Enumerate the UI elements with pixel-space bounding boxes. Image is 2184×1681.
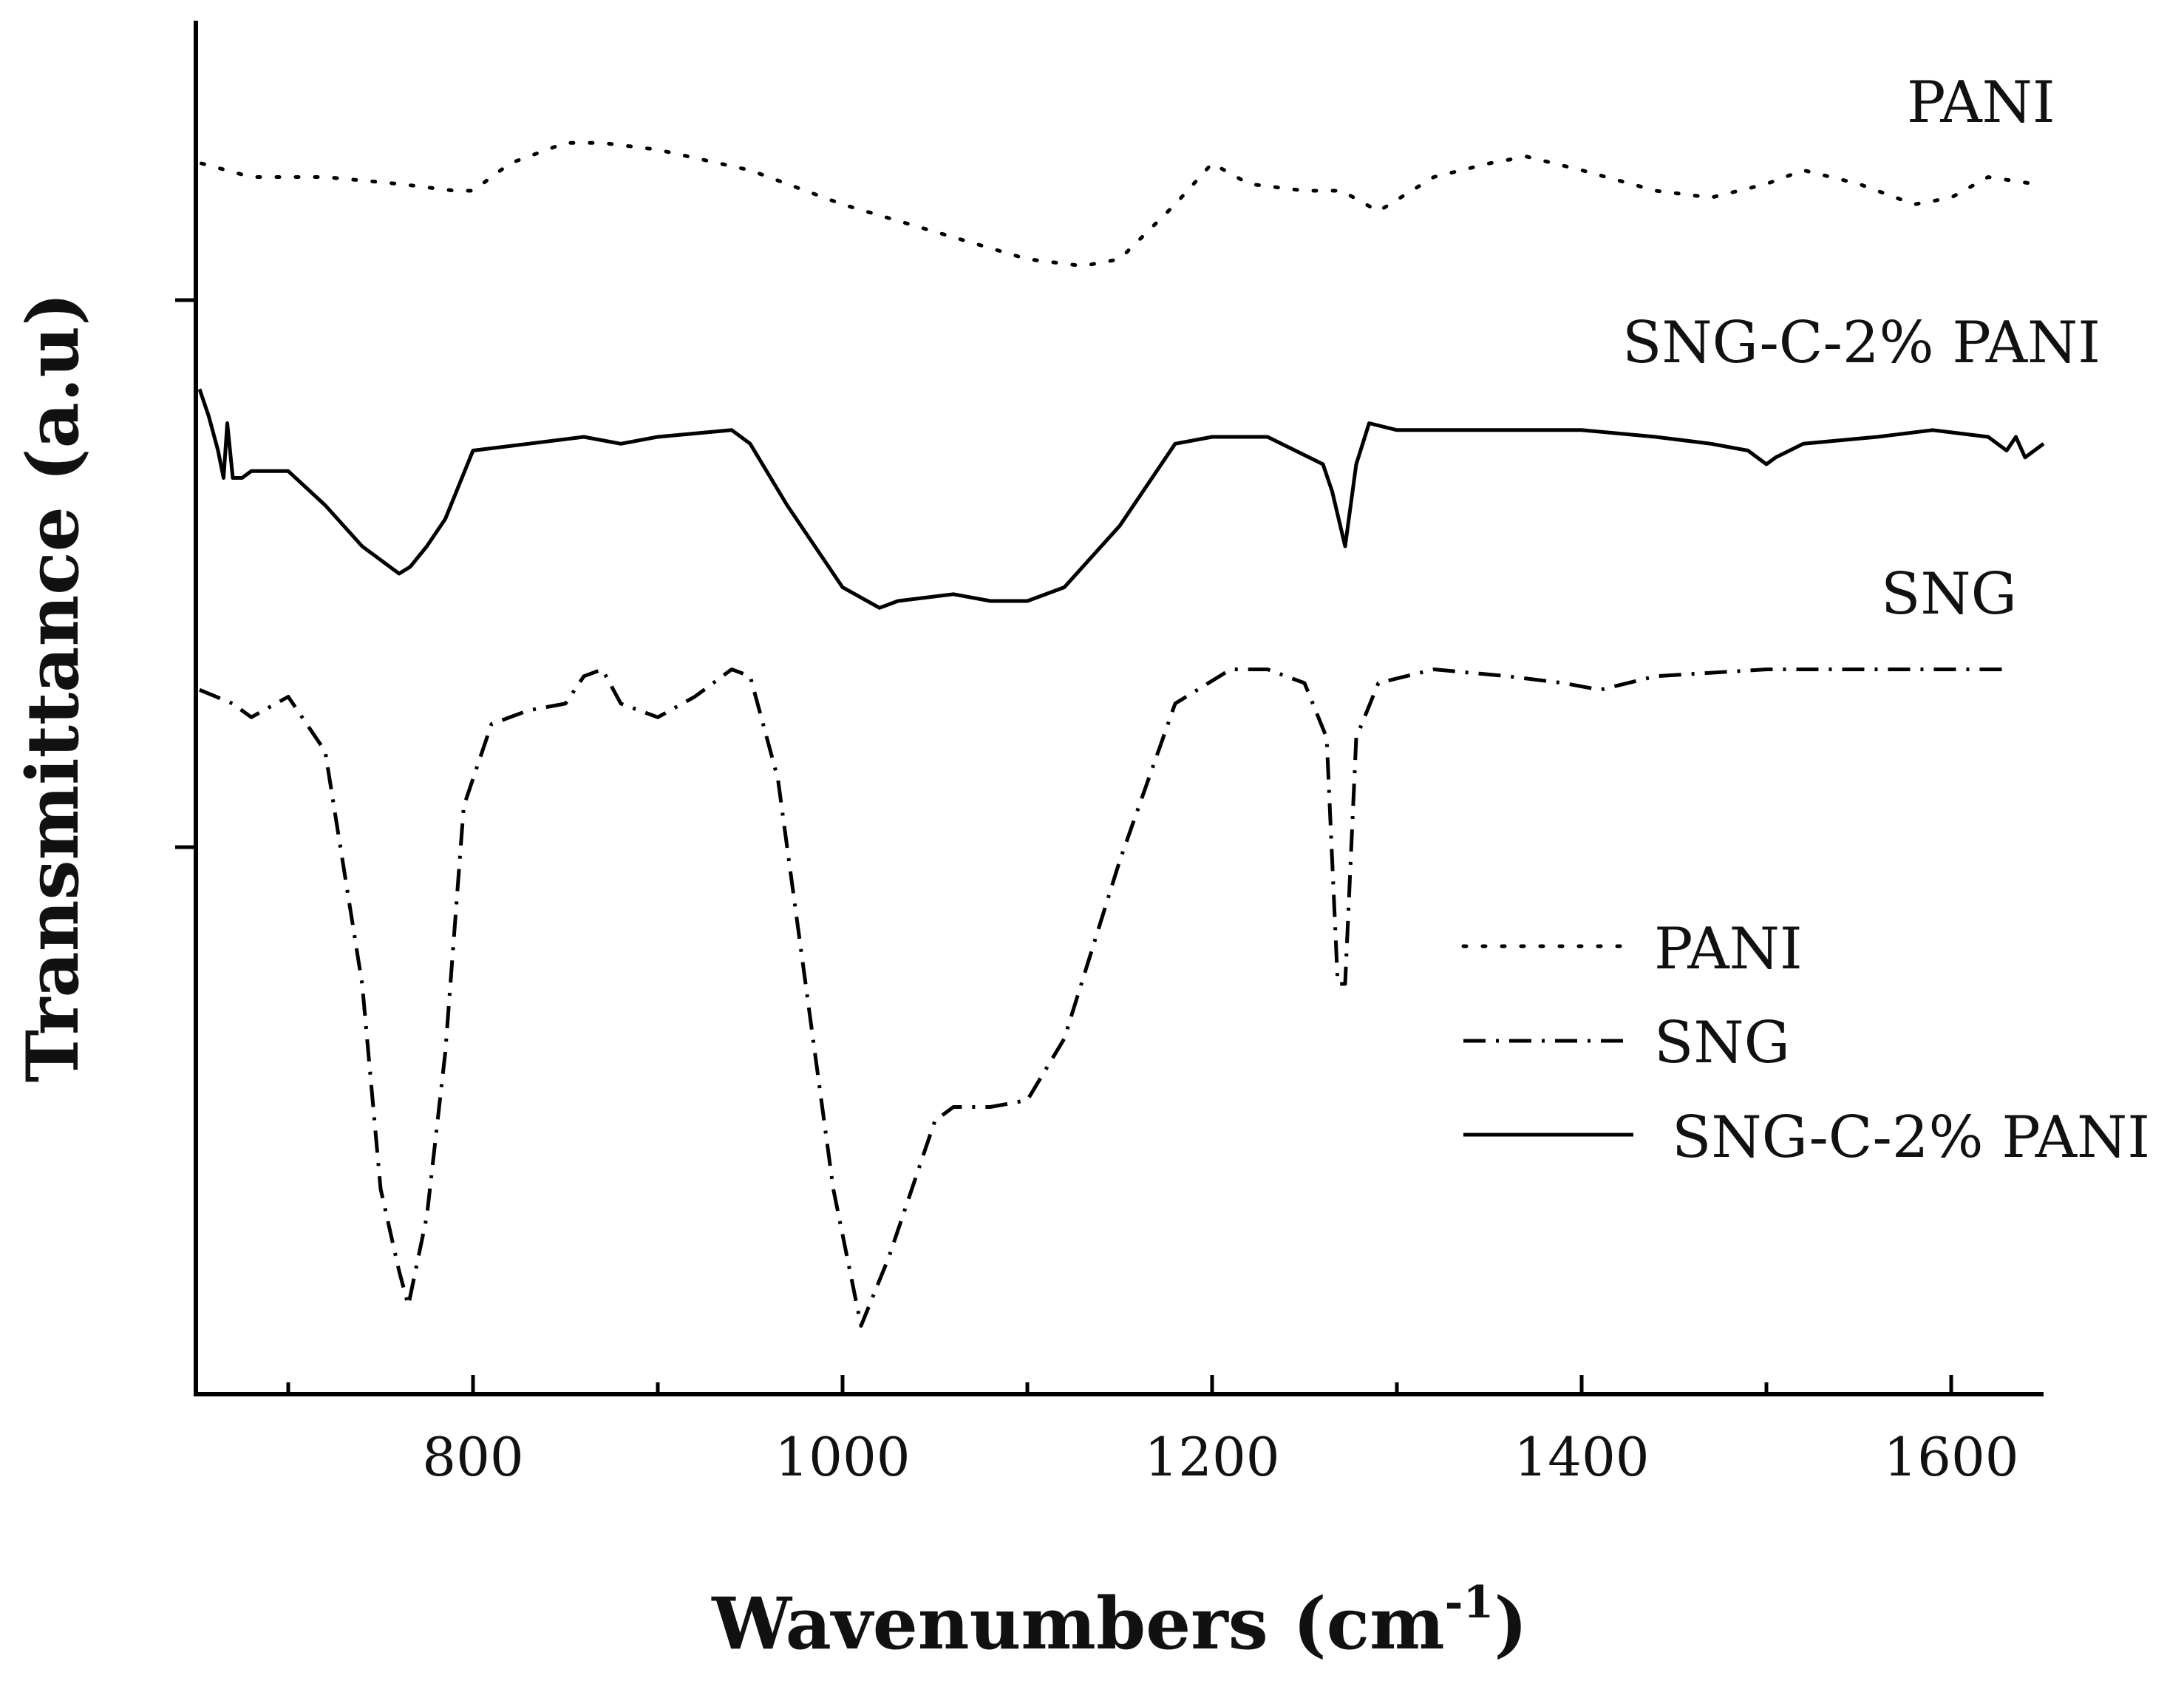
curve-label-sng-c-2-pani: SNG-C-2% PANI [1622, 310, 2100, 376]
legend-label-sng-c-2-pani: SNG-C-2% PANI [1672, 1104, 2150, 1171]
series-line-sng-c-2-pani [197, 388, 2045, 610]
axes [194, 21, 2044, 1396]
curve-label-pani: PANI [1907, 69, 2055, 136]
legend: PANI SNG SNG-C-2% PANI [1461, 916, 2150, 1171]
legend-label-sng: SNG [1654, 1010, 1790, 1076]
x-tick-label: 1400 [1514, 1426, 1649, 1488]
y-ticks [175, 298, 196, 849]
y-axis-title: Transmittance (a.u) [11, 292, 95, 1082]
x-ticks: 800 1000 1200 1400 1600 [286, 1375, 2019, 1488]
series-lines [197, 140, 2045, 1328]
x-tick-label: 1200 [1144, 1426, 1279, 1488]
x-axis-title: Wavenumbers (cm-1) [711, 1577, 1527, 1665]
x-tick-label: 1600 [1883, 1426, 2018, 1488]
series-line-pani [200, 140, 2036, 268]
series-line-sng [199, 668, 2007, 1328]
x-tick-label: 1000 [775, 1426, 910, 1488]
x-tick-label: 800 [422, 1426, 523, 1488]
legend-label-pani: PANI [1654, 916, 1803, 982]
curve-label-sng: SNG [1881, 561, 2017, 628]
